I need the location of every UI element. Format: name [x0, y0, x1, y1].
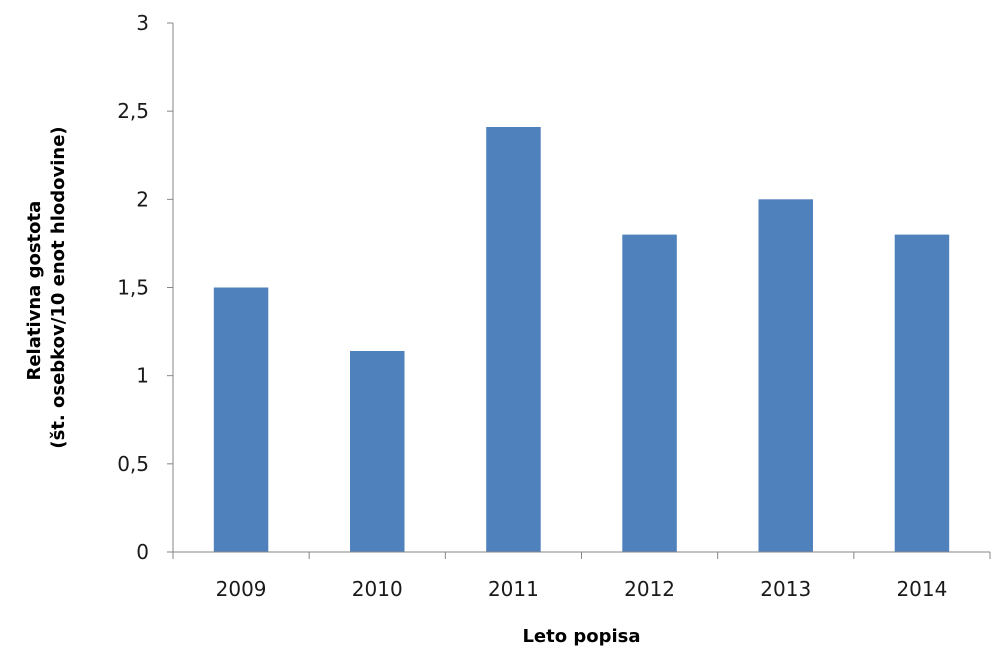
x-tick-label-2009: 2009: [216, 577, 267, 601]
x-tick-label-2010: 2010: [352, 577, 403, 601]
y-tick-label: 2,5: [117, 99, 149, 123]
bar-2013: [758, 199, 813, 553]
bars: [213, 127, 950, 553]
y-tick-label: 1,5: [117, 276, 149, 300]
y-axis-title-line-1: Relativna gostota: [24, 201, 45, 381]
y-tick-label: 1: [136, 364, 149, 388]
x-axis-ticks: 2009 2010 2011 2012 2013 2014: [172, 552, 991, 601]
x-axis-title: Leto popisa: [522, 626, 640, 647]
y-tick-label: 0: [136, 540, 149, 564]
y-tick-label: 2: [136, 187, 149, 211]
x-tick-label-2011: 2011: [488, 577, 539, 601]
bar-2011: [486, 127, 541, 552]
x-tick-label-2013: 2013: [760, 577, 811, 601]
y-tick-label: 3: [136, 11, 149, 35]
y-axis-title: Relativna gostota (št. osebkov/10 enot h…: [24, 126, 69, 448]
bar-2012: [622, 234, 677, 552]
y-tick-label: 0,5: [117, 452, 149, 476]
x-tick-label-2012: 2012: [624, 577, 675, 601]
y-axis-ticks: 0 0,5 1 1,5 2 2,5 3: [117, 11, 173, 564]
bar-2014: [894, 234, 950, 552]
bar-2009: [213, 287, 269, 552]
x-tick-label-2014: 2014: [896, 577, 947, 601]
bar-2010: [350, 351, 405, 552]
y-axis-title-line-2: (št. osebkov/10 enot hlodovine): [48, 126, 69, 448]
